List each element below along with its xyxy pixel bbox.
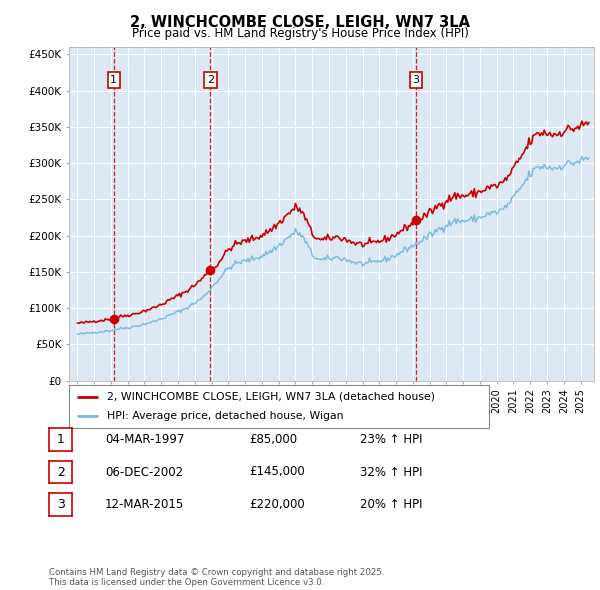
- Text: £220,000: £220,000: [249, 498, 305, 511]
- Text: Contains HM Land Registry data © Crown copyright and database right 2025.
This d: Contains HM Land Registry data © Crown c…: [49, 568, 385, 587]
- Text: £145,000: £145,000: [249, 466, 305, 478]
- Text: 3: 3: [413, 75, 419, 85]
- Text: 3: 3: [56, 498, 65, 511]
- Text: 20% ↑ HPI: 20% ↑ HPI: [360, 498, 422, 511]
- Text: £85,000: £85,000: [249, 433, 297, 446]
- Text: 2: 2: [207, 75, 214, 85]
- Text: 06-DEC-2002: 06-DEC-2002: [105, 466, 183, 478]
- Text: 1: 1: [56, 433, 65, 446]
- Text: Price paid vs. HM Land Registry's House Price Index (HPI): Price paid vs. HM Land Registry's House …: [131, 27, 469, 40]
- Text: 2: 2: [56, 466, 65, 478]
- Text: 04-MAR-1997: 04-MAR-1997: [105, 433, 184, 446]
- Text: 12-MAR-2015: 12-MAR-2015: [105, 498, 184, 511]
- Text: 2, WINCHCOMBE CLOSE, LEIGH, WN7 3LA (detached house): 2, WINCHCOMBE CLOSE, LEIGH, WN7 3LA (det…: [107, 392, 435, 402]
- Text: HPI: Average price, detached house, Wigan: HPI: Average price, detached house, Wiga…: [107, 411, 343, 421]
- Text: 1: 1: [110, 75, 117, 85]
- Text: 32% ↑ HPI: 32% ↑ HPI: [360, 466, 422, 478]
- Text: 2, WINCHCOMBE CLOSE, LEIGH, WN7 3LA: 2, WINCHCOMBE CLOSE, LEIGH, WN7 3LA: [130, 15, 470, 30]
- Text: 23% ↑ HPI: 23% ↑ HPI: [360, 433, 422, 446]
